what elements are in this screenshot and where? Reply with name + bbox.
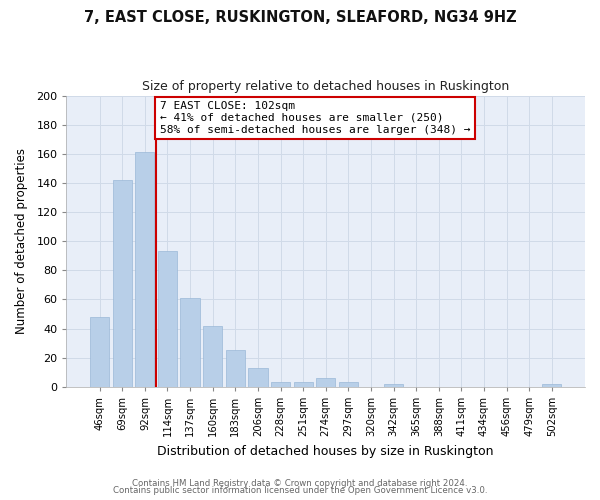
Bar	[113, 180, 132, 387]
Bar	[384, 384, 403, 387]
Text: 7, EAST CLOSE, RUSKINGTON, SLEAFORD, NG34 9HZ: 7, EAST CLOSE, RUSKINGTON, SLEAFORD, NG3…	[83, 10, 517, 25]
Bar	[293, 382, 313, 387]
Bar	[181, 298, 200, 387]
Text: Contains HM Land Registry data © Crown copyright and database right 2024.: Contains HM Land Registry data © Crown c…	[132, 478, 468, 488]
X-axis label: Distribution of detached houses by size in Ruskington: Distribution of detached houses by size …	[157, 444, 494, 458]
Bar	[90, 317, 109, 387]
Text: 7 EAST CLOSE: 102sqm
← 41% of detached houses are smaller (250)
58% of semi-deta: 7 EAST CLOSE: 102sqm ← 41% of detached h…	[160, 102, 470, 134]
Bar	[135, 152, 154, 387]
Text: Contains public sector information licensed under the Open Government Licence v3: Contains public sector information licen…	[113, 486, 487, 495]
Y-axis label: Number of detached properties: Number of detached properties	[15, 148, 28, 334]
Bar	[316, 378, 335, 387]
Bar	[339, 382, 358, 387]
Bar	[248, 368, 268, 387]
Bar	[271, 382, 290, 387]
Bar	[203, 326, 223, 387]
Bar	[158, 252, 177, 387]
Bar	[226, 350, 245, 387]
Title: Size of property relative to detached houses in Ruskington: Size of property relative to detached ho…	[142, 80, 509, 93]
Bar	[542, 384, 562, 387]
